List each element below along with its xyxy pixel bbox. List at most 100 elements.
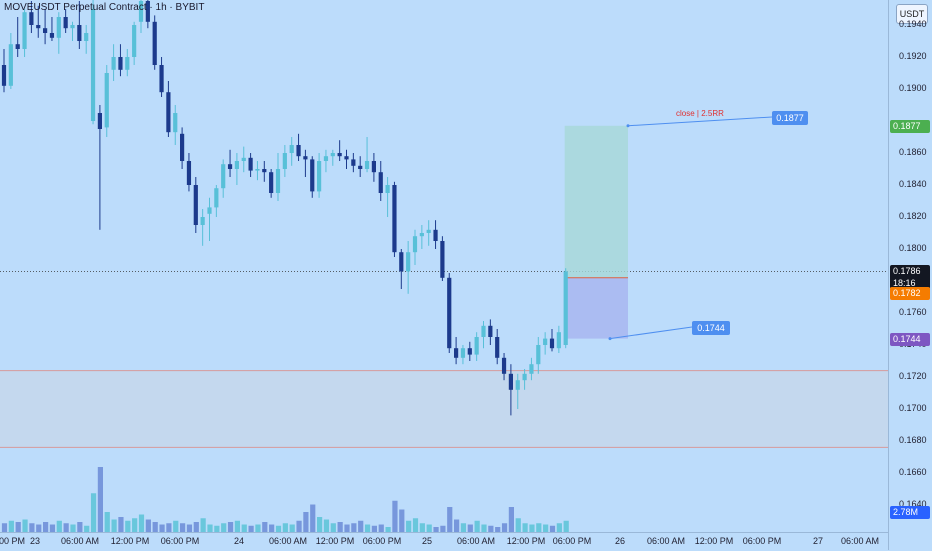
price-tick-label: 0.1940 bbox=[899, 19, 927, 29]
candle-body bbox=[84, 33, 89, 41]
candle-body bbox=[1, 65, 7, 86]
volume-bar bbox=[488, 525, 494, 532]
candlestick-chart[interactable] bbox=[0, 0, 888, 532]
current-price-label: 0.1786 18:16 bbox=[890, 265, 930, 290]
volume-bar bbox=[317, 517, 323, 532]
volume-bar bbox=[501, 523, 508, 532]
volume-bar bbox=[63, 523, 69, 532]
volume-bar bbox=[515, 518, 521, 532]
stop-connector bbox=[609, 326, 693, 340]
volume-bar bbox=[97, 467, 103, 532]
candle-body bbox=[474, 337, 479, 355]
volume-bar bbox=[296, 520, 302, 532]
candle-body bbox=[275, 169, 281, 193]
candle-body bbox=[385, 185, 390, 193]
volume-bar bbox=[447, 507, 453, 532]
price-tick-label: 0.1800 bbox=[899, 243, 927, 253]
volume-bar bbox=[474, 520, 480, 532]
volume-bar bbox=[180, 523, 186, 532]
candle-body bbox=[371, 161, 376, 173]
candle-body bbox=[132, 25, 137, 57]
candle-body bbox=[282, 153, 287, 169]
time-axis-label: 12:00 PM bbox=[110, 536, 150, 546]
volume-bar bbox=[454, 519, 460, 532]
candle-body bbox=[296, 145, 301, 157]
price-tick-label: 0.1680 bbox=[899, 435, 927, 445]
volume-bar bbox=[207, 524, 213, 532]
volume-bar bbox=[508, 507, 514, 532]
volume-bar bbox=[385, 527, 391, 532]
time-axis-label: 12:00 PM bbox=[506, 536, 546, 546]
volume-bar bbox=[70, 524, 76, 532]
time-axis-label: 06:00 AM bbox=[840, 536, 880, 546]
price-tick-label: 0.1840 bbox=[899, 179, 927, 189]
candle-body bbox=[344, 156, 349, 160]
volume-bar bbox=[159, 524, 165, 532]
candle-body bbox=[303, 156, 308, 160]
time-axis-label: 06:00 AM bbox=[646, 536, 686, 546]
candle-body bbox=[22, 12, 27, 49]
volume-bar bbox=[186, 524, 193, 532]
volume-bar bbox=[1, 523, 8, 532]
candle-body bbox=[159, 65, 164, 93]
candle-body bbox=[543, 338, 548, 345]
volume-bar bbox=[495, 527, 501, 532]
candle-body bbox=[412, 236, 418, 253]
volume-bar bbox=[22, 519, 28, 532]
volume-bar bbox=[378, 524, 384, 532]
volume-bar bbox=[392, 500, 398, 532]
time-axis-label: 06:00 PM bbox=[552, 536, 592, 546]
volume-bar bbox=[289, 524, 295, 532]
candle-body bbox=[454, 348, 459, 358]
candle-body bbox=[262, 169, 267, 173]
volume-bar bbox=[529, 524, 535, 532]
candle-body bbox=[166, 92, 171, 133]
candle-body bbox=[563, 271, 568, 345]
price-tick-label: 0.1900 bbox=[899, 83, 927, 93]
time-axis-label: 06:00 PM bbox=[362, 536, 402, 546]
price-tick-label: 0.1920 bbox=[899, 51, 927, 61]
time-axis[interactable] bbox=[0, 532, 888, 551]
candle-body bbox=[43, 28, 48, 33]
candle-body bbox=[406, 252, 411, 272]
candle-body bbox=[529, 364, 534, 374]
candle-body bbox=[186, 161, 192, 185]
price-tick-label: 0.1820 bbox=[899, 211, 927, 221]
candle-body bbox=[419, 233, 424, 237]
volume-bar bbox=[549, 525, 556, 532]
stop-callout[interactable]: 0.1744 bbox=[692, 321, 730, 335]
candle-body bbox=[508, 373, 513, 390]
volume-bar bbox=[132, 518, 138, 532]
time-axis-label: 23 bbox=[29, 536, 41, 546]
candle-body bbox=[241, 157, 246, 161]
chart-area[interactable]: MOVEUSDT Perpetual Contract · 1h · BYBIT bbox=[0, 0, 888, 532]
candle-body bbox=[255, 169, 260, 171]
candle-body bbox=[549, 338, 555, 349]
volume-bar bbox=[536, 523, 542, 532]
candle-body bbox=[111, 57, 116, 70]
volume-bar bbox=[467, 524, 473, 532]
volume-bar bbox=[358, 520, 364, 532]
supply-demand-zone bbox=[0, 370, 888, 448]
volume-bar bbox=[399, 509, 405, 532]
candle-body bbox=[495, 337, 500, 358]
candle-body bbox=[125, 57, 130, 70]
candle-body bbox=[248, 157, 253, 171]
currency-button[interactable]: USDT bbox=[896, 4, 928, 24]
candle-body bbox=[56, 17, 61, 38]
candle-body bbox=[180, 133, 185, 161]
candle-body bbox=[36, 25, 41, 29]
candle-body bbox=[460, 348, 466, 358]
candle-body bbox=[97, 113, 102, 129]
volume-bar bbox=[255, 524, 261, 532]
volume-bar bbox=[145, 519, 151, 532]
volume-bar bbox=[29, 523, 35, 532]
candle-body bbox=[515, 380, 520, 390]
symbol-title[interactable]: MOVEUSDT Perpetual Contract · 1h · BYBIT bbox=[4, 2, 205, 13]
target-callout[interactable]: 0.1877 bbox=[772, 111, 808, 125]
candle-body bbox=[90, 9, 96, 121]
volume-bar bbox=[43, 522, 49, 532]
volume-bar bbox=[337, 522, 343, 532]
risk-zone bbox=[564, 277, 628, 339]
volume-bar bbox=[90, 493, 97, 532]
